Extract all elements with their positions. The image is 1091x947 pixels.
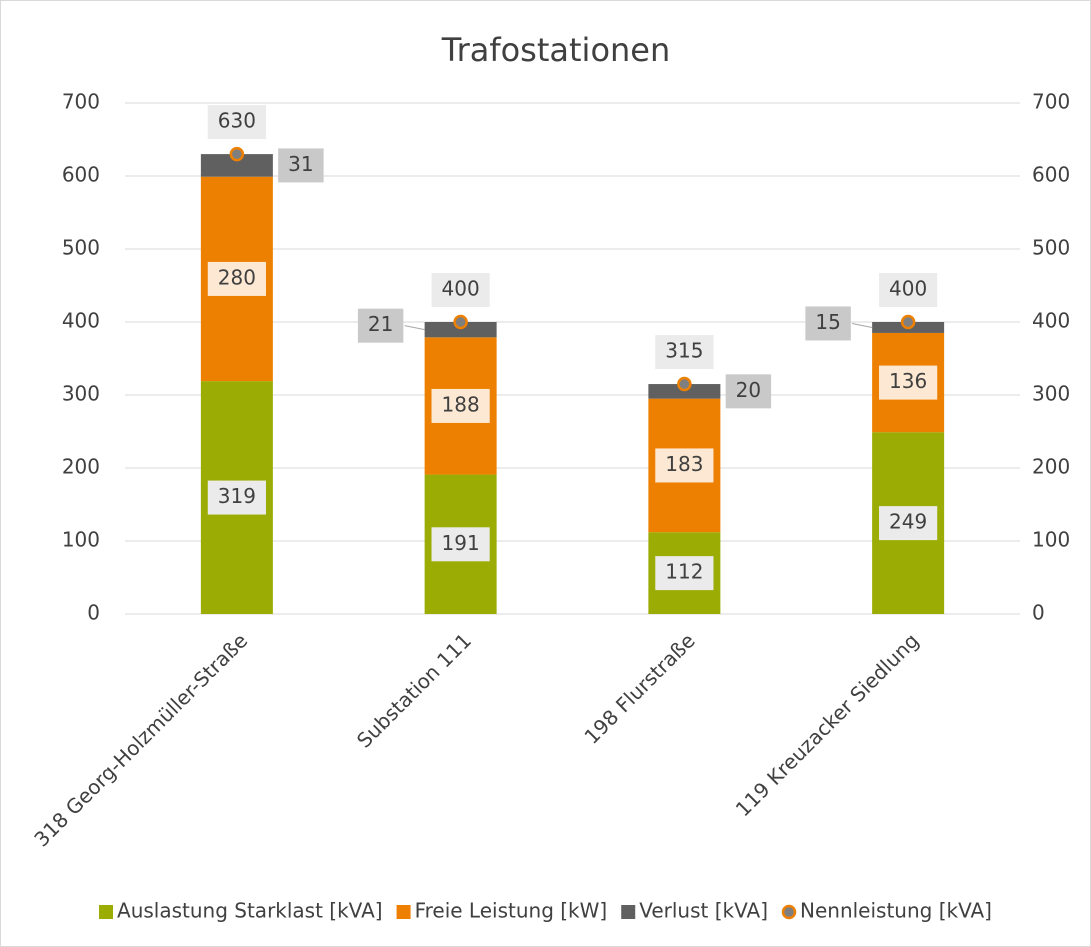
data-label-box	[655, 556, 714, 591]
data-label: 31	[288, 152, 313, 176]
data-label-box	[207, 480, 266, 515]
data-label: 315	[665, 339, 703, 363]
data-label: 188	[442, 392, 480, 416]
legend-label: Freie Leistung [kW]	[415, 899, 608, 923]
data-label-box	[805, 306, 851, 341]
legend-marker	[781, 904, 797, 920]
legend-swatch	[99, 905, 114, 919]
y-tick-label: 400	[62, 309, 100, 333]
data-label: 280	[218, 265, 256, 289]
y-tick-label: 600	[62, 163, 100, 187]
grid	[125, 102, 1020, 615]
data-label: 15	[815, 310, 840, 334]
data-label-box	[431, 388, 490, 423]
y2-tick-label: 0	[1032, 601, 1045, 625]
legend-label: Auslastung Starklast [kVA]	[117, 899, 383, 923]
y-tick-label: 200	[62, 455, 100, 479]
data-label-box	[207, 105, 266, 140]
legend-swatch	[621, 905, 636, 919]
bar-segment	[424, 322, 497, 338]
data-label: 183	[665, 452, 703, 476]
y2-tick-label: 600	[1032, 163, 1070, 187]
leader-line	[404, 325, 425, 331]
y2-tick-label: 300	[1032, 382, 1070, 406]
legend: Auslastung Starklast [kVA] Freie Leistung…	[99, 899, 992, 923]
data-label: 249	[889, 510, 927, 534]
data-label-box	[357, 308, 404, 343]
marker	[900, 314, 916, 330]
data-label-box	[207, 261, 266, 296]
data-label: 20	[736, 378, 761, 402]
marker	[229, 146, 245, 162]
bar-segment	[648, 384, 721, 399]
data-label-box	[725, 374, 772, 409]
legend-label: Verlust [kVA]	[639, 899, 768, 923]
y-tick-label: 700	[62, 90, 100, 114]
y-tick-label: 100	[62, 528, 100, 552]
data-label: 112	[665, 560, 703, 584]
marker	[453, 314, 468, 330]
leader-line	[852, 322, 873, 328]
data-label-box	[655, 335, 714, 370]
data-label: 319	[218, 484, 256, 508]
data-label-box	[879, 273, 938, 307]
chart-title: Trafostationen	[441, 31, 671, 69]
legend-label: Nennleistung [kVA]	[800, 899, 992, 923]
y-tick-label: 500	[62, 236, 100, 260]
bar-segment	[200, 154, 273, 177]
data-label: 191	[442, 531, 480, 555]
data-label: 21	[368, 312, 393, 336]
data-label: 400	[889, 277, 927, 301]
y2-tick-label: 200	[1032, 455, 1070, 479]
data-label-box	[879, 365, 938, 400]
y2-tick-label: 400	[1032, 309, 1070, 333]
data-label-box	[431, 273, 490, 307]
y2-tick-label: 100	[1032, 528, 1070, 552]
data-label: 400	[442, 277, 480, 301]
data-label-box	[879, 506, 938, 541]
y2-tick-label: 700	[1032, 90, 1070, 114]
data-label-box	[655, 448, 714, 483]
data-label: 630	[218, 109, 256, 133]
y2-tick-label: 500	[1032, 236, 1070, 260]
data-label-box	[431, 527, 490, 562]
data-label-box	[278, 148, 324, 183]
marker	[677, 376, 692, 392]
data-label: 136	[889, 369, 927, 393]
y-tick-label: 0	[87, 601, 100, 625]
legend-swatch	[396, 905, 411, 919]
y-tick-label: 300	[62, 382, 100, 406]
